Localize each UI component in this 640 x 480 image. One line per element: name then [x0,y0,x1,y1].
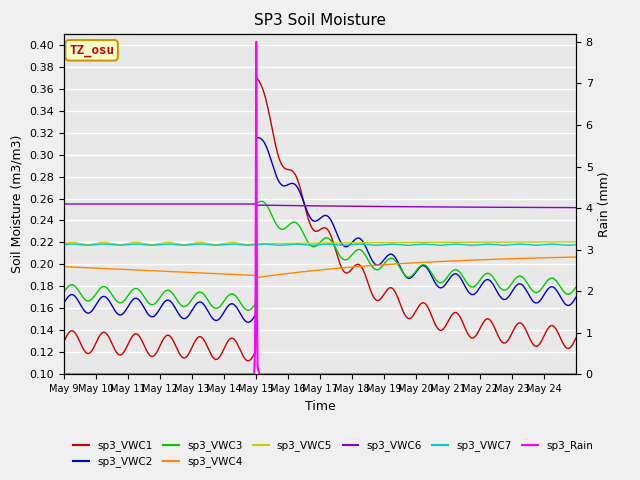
sp3_VWC3 [240,304,248,310]
sp3_VWC6 [240,201,248,207]
sp3_VWC3 [260,200,268,205]
Line: sp3_VWC5: sp3_VWC5 [64,242,576,245]
sp3_VWC7 [121,242,129,248]
sp3_VWC4 [120,266,128,272]
sp3_VWC1 [374,298,381,303]
sp3_Rain [214,372,222,377]
Line: sp3_VWC1: sp3_VWC1 [64,77,576,361]
sp3_VWC6 [214,201,222,207]
Line: sp3_VWC4: sp3_VWC4 [64,257,576,277]
sp3_VWC2 [260,140,268,145]
sp3_Rain [252,39,260,45]
sp3_VWC2 [240,316,248,322]
sp3_VWC2 [252,135,260,141]
sp3_VWC4 [240,272,248,278]
sp3_VWC4 [373,262,381,268]
sp3_VWC3 [403,274,410,279]
sp3_VWC1 [572,335,580,341]
sp3_VWC3 [374,267,381,273]
sp3_VWC5 [215,241,223,247]
Line: sp3_Rain: sp3_Rain [64,42,576,374]
sp3_VWC7 [60,242,68,248]
sp3_VWC5 [373,240,381,246]
sp3_VWC2 [214,317,222,323]
Y-axis label: Rain (mm): Rain (mm) [598,171,611,237]
sp3_VWC3 [244,307,252,313]
sp3_VWC2 [60,300,68,306]
Line: sp3_VWC6: sp3_VWC6 [64,204,576,208]
Line: sp3_VWC7: sp3_VWC7 [64,244,576,245]
sp3_Rain [240,372,248,377]
Line: sp3_VWC3: sp3_VWC3 [64,201,576,310]
sp3_VWC2 [572,294,580,300]
sp3_VWC7 [373,242,381,248]
sp3_VWC5 [572,239,580,245]
sp3_VWC3 [214,305,222,311]
sp3_VWC2 [403,274,410,280]
sp3_VWC3 [258,198,266,204]
Y-axis label: Soil Moisture (m3/m3): Soil Moisture (m3/m3) [11,135,24,273]
sp3_VWC7 [572,242,580,248]
sp3_VWC7 [402,242,410,248]
sp3_Rain [402,372,410,377]
sp3_VWC7 [215,242,223,248]
sp3_Rain [373,372,381,377]
sp3_VWC7 [68,241,76,247]
sp3_VWC7 [564,242,572,248]
sp3_VWC1 [260,91,268,96]
Legend: sp3_VWC1, sp3_VWC2, sp3_VWC3, sp3_VWC4, sp3_VWC5, sp3_VWC6, sp3_VWC7, sp3_Rain: sp3_VWC1, sp3_VWC2, sp3_VWC3, sp3_VWC4, … [69,436,597,471]
sp3_VWC5 [84,242,92,248]
sp3_Rain [572,372,580,377]
sp3_VWC3 [120,298,128,304]
sp3_VWC2 [244,319,252,325]
sp3_VWC4 [572,254,580,260]
sp3_VWC1 [240,354,248,360]
sp3_VWC1 [244,358,252,364]
sp3_VWC6 [259,202,267,208]
sp3_VWC1 [120,349,128,355]
sp3_VWC6 [572,205,580,211]
sp3_VWC4 [214,271,222,276]
X-axis label: Time: Time [305,400,335,413]
sp3_VWC1 [403,314,410,320]
sp3_VWC6 [372,204,380,209]
sp3_VWC5 [60,240,68,246]
sp3_VWC3 [572,284,580,290]
sp3_VWC5 [260,240,268,246]
sp3_Rain [260,372,268,377]
sp3_VWC5 [402,240,410,245]
sp3_VWC3 [60,289,68,295]
sp3_VWC7 [260,241,268,247]
sp3_VWC4 [402,261,410,266]
sp3_Rain [60,372,68,377]
sp3_VWC6 [120,201,128,207]
Line: sp3_VWC2: sp3_VWC2 [64,138,576,322]
sp3_VWC1 [60,338,68,344]
sp3_VWC5 [121,241,129,247]
sp3_VWC6 [60,201,68,207]
sp3_VWC6 [401,204,409,210]
sp3_VWC1 [252,74,260,80]
sp3_VWC7 [241,242,248,248]
sp3_VWC1 [214,356,222,361]
sp3_VWC4 [252,275,260,280]
sp3_VWC4 [60,264,68,270]
sp3_VWC5 [241,241,248,247]
sp3_VWC4 [260,274,268,279]
Title: SP3 Soil Moisture: SP3 Soil Moisture [254,13,386,28]
Text: TZ_osu: TZ_osu [69,44,114,57]
sp3_Rain [120,372,128,377]
sp3_VWC2 [120,310,128,315]
sp3_VWC2 [374,262,381,268]
